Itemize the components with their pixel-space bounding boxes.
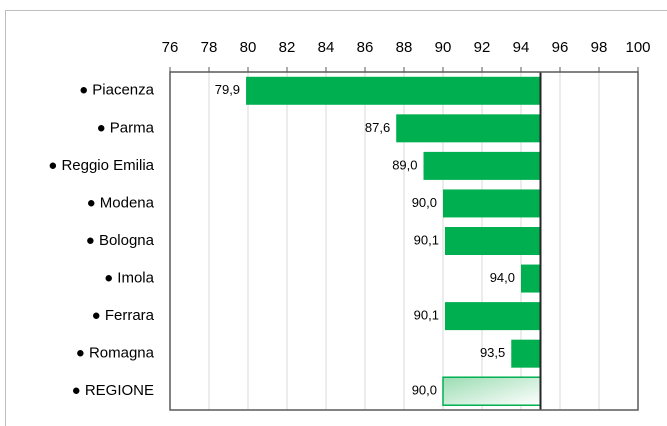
bar [511, 339, 541, 368]
value-label: 79,9 [215, 82, 240, 97]
y-tick-label: ● Parma [97, 119, 155, 136]
bar [442, 376, 542, 406]
x-tick-label: 90 [435, 39, 452, 56]
y-tick-label: ● Imola [104, 270, 155, 287]
x-tick-label: 88 [396, 39, 413, 56]
bar [444, 227, 541, 255]
x-tick-label: 92 [474, 39, 491, 56]
bar [521, 264, 541, 293]
value-label: 93,5 [480, 345, 505, 360]
bar [423, 151, 541, 180]
value-label: 90,0 [412, 195, 437, 210]
value-label: 90,0 [412, 383, 437, 398]
x-tick-label: 82 [279, 39, 296, 56]
y-tick-label: ● REGIONE [72, 382, 154, 399]
value-label: 94,0 [490, 270, 515, 285]
x-tick-label: 86 [357, 39, 374, 56]
x-tick-label: 94 [513, 39, 530, 56]
y-tick-label: ● Romagna [76, 345, 155, 362]
y-tick-label: ● Ferrara [92, 307, 155, 324]
value-label: 87,6 [365, 120, 390, 135]
y-tick-label: ● Piacenza [79, 82, 155, 99]
value-label: 90,1 [414, 232, 439, 247]
x-tick-label: 76 [162, 39, 179, 56]
value-label: 89,0 [392, 157, 417, 172]
bar [443, 189, 541, 218]
bar [246, 76, 541, 105]
bar [396, 114, 541, 143]
x-tick-label: 84 [318, 39, 335, 56]
x-tick-label: 80 [240, 39, 257, 56]
x-tick-label: 100 [625, 39, 650, 56]
bar [444, 302, 541, 331]
y-tick-label: ● Modena [87, 194, 155, 211]
frame [5, 10, 667, 426]
value-label: 90,1 [414, 308, 439, 323]
x-tick-label: 78 [201, 39, 218, 56]
y-tick-label: ● Bologna [86, 232, 155, 249]
x-tick-label: 96 [552, 39, 569, 56]
x-tick-label: 98 [591, 39, 608, 56]
y-tick-label: ● Reggio Emilia [48, 157, 154, 174]
plot-frame [169, 71, 639, 411]
